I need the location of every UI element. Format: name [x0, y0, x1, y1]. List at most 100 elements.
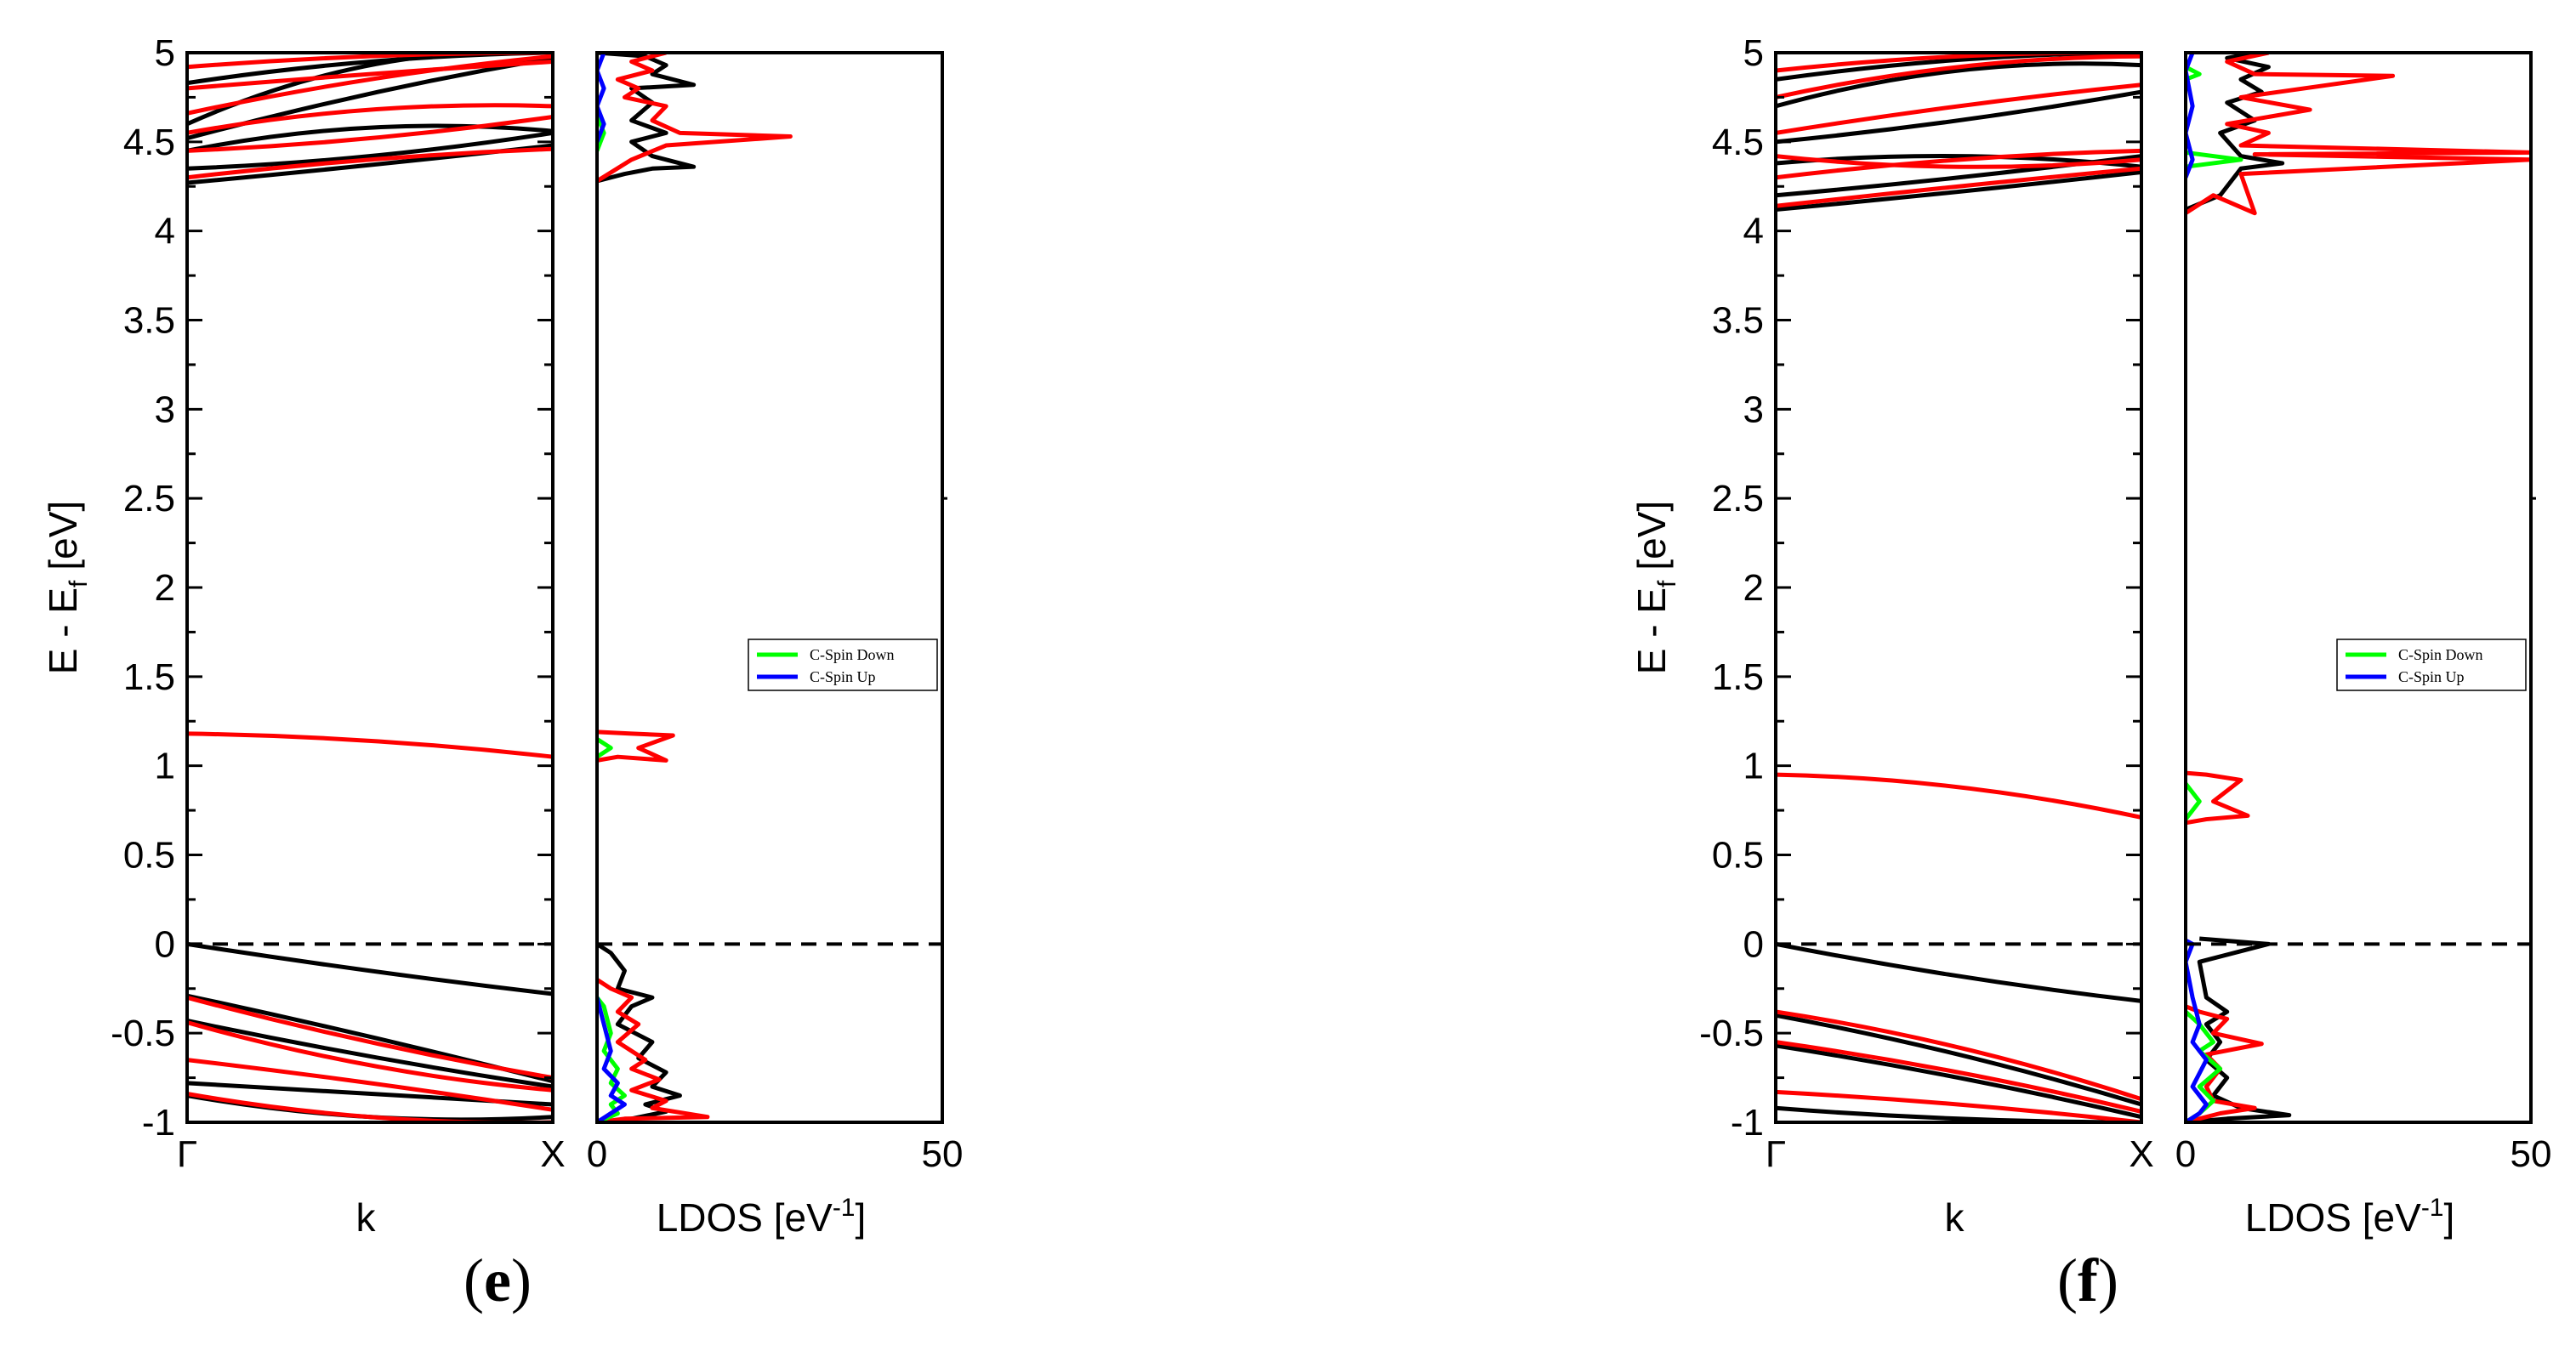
- y-tick-label: 4: [1743, 211, 1764, 253]
- legend-label: C-Spin Down: [2398, 646, 2483, 663]
- x-tick-label: Γ: [1766, 1133, 1786, 1175]
- ldos-x-tick-label: 0: [587, 1133, 607, 1175]
- spin-down-bands-line: [1776, 148, 2141, 180]
- spin-up-bands-line: [1776, 1013, 2141, 1107]
- y-axis-title-main: E - E: [1629, 588, 1674, 674]
- spin-down-bands-line: [187, 59, 553, 91]
- ldos-x-axis: 0 50 LDOS [eV-1]: [2175, 1133, 2552, 1240]
- ldos-plot: 0 50 LDOS [eV-1] C-Spin Down C-Spin Up: [2175, 51, 2552, 1240]
- spin-down-bands-line: [1776, 53, 2141, 73]
- y-tick-label: -1: [142, 1102, 175, 1144]
- y-tick-label: 0: [155, 923, 175, 965]
- spin-down-bands-line: [1776, 1040, 2141, 1114]
- spin-down-bands-line: [1776, 1089, 2141, 1122]
- ldos-x-axis-title: LDOS [eV-1]: [657, 1194, 867, 1240]
- band-curves: [1776, 53, 2141, 1122]
- spin-down-bands-line: [187, 1058, 553, 1112]
- panel-label-close: ): [511, 1246, 532, 1314]
- panel-label: (f): [2057, 1246, 2118, 1314]
- spin-up-bands-line: [187, 123, 553, 153]
- y-axis: -1 -0.5 0 0.5 1 1.5 2 2.5 3 3.5 4 4.5 5: [1699, 32, 2141, 1144]
- spin-up-bands-line: [1776, 61, 2141, 109]
- spin-down-bands-line: [1776, 772, 2141, 820]
- x-tick-label: Γ: [177, 1133, 197, 1175]
- spin-down-bands-line: [187, 54, 553, 116]
- y-tick-label: 4.5: [1712, 122, 1764, 163]
- spin-down-bands-line: [187, 103, 553, 135]
- y-axis-title-unit: [eV]: [41, 501, 85, 570]
- ldos-x-tick-label: 50: [2511, 1133, 2552, 1175]
- y-tick-label: 3.5: [1712, 300, 1764, 342]
- panel-label-close: ): [2098, 1246, 2118, 1314]
- y-tick-label: 5: [1743, 32, 1764, 74]
- y-tick-label: 5: [155, 32, 175, 74]
- y-tick-label: 0.5: [1712, 835, 1764, 877]
- y-tick-label: 2.5: [1712, 478, 1764, 519]
- legend-box: [2336, 639, 2527, 691]
- total-spin-down-line: [597, 53, 793, 1122]
- y-axis: -1 -0.5 0 0.5 1 1.5 2 2.5 3 3.5 4 4.5 5: [111, 32, 553, 1144]
- ldos-x-axis: 0 50 LDOS [eV-1]: [587, 1133, 964, 1240]
- band-structure-plot: -1 -0.5 0 0.5 1 1.5 2 2.5 3 3.5 4 4.5 5 E - Ef [eV] Γ Xk: [1629, 32, 2154, 1240]
- y-tick-label: 4: [155, 211, 175, 253]
- y-axis-title: E - Ef [eV]: [1629, 501, 1681, 674]
- ldos-x-title-end: ]: [2444, 1195, 2455, 1240]
- c-spin-down-line: [2186, 65, 2243, 1122]
- y-tick-label: -1: [1731, 1102, 1764, 1144]
- y-axis-title-sub: f: [65, 580, 93, 588]
- ldos-x-title-sup: -1: [2421, 1194, 2444, 1222]
- panel-label-open: (: [2057, 1246, 2078, 1314]
- y-tick-label: -0.5: [111, 1013, 175, 1054]
- spin-down-bands-line: [1776, 82, 2141, 135]
- ldos-legend: C-Spin Down C-Spin Up: [748, 639, 938, 691]
- spin-down-bands-line: [187, 1091, 553, 1122]
- y-tick-label: 1.5: [123, 656, 175, 698]
- spin-up-bands-line: [1776, 941, 2141, 1003]
- spin-down-bands-line: [187, 731, 553, 759]
- y-tick-label: -0.5: [1699, 1013, 1764, 1054]
- spin-down-bands-line: [187, 146, 553, 180]
- legend-label: C-Spin Up: [810, 668, 876, 685]
- panel-f: -1-0.500.511.522.533.544.55E - Ef[eV]Γ Xk…: [1629, 32, 2551, 1314]
- band-structure-plot: -1 -0.5 0 0.5 1 1.5 2 2.5 3 3.5 4 4.5 5 E - Ef [eV] Γ Xk: [41, 32, 566, 1240]
- spin-down-bands-line: [1776, 54, 2141, 99]
- spin-down-bands-line: [1776, 154, 2141, 169]
- y-tick-label: 2: [1743, 567, 1764, 609]
- spin-down-bands-line: [187, 115, 553, 153]
- panel-label-letter: e: [484, 1246, 511, 1314]
- y-tick-label: 2: [155, 567, 175, 609]
- spin-down-bands-line: [1776, 166, 2141, 208]
- ldos-x-tick-label: 50: [922, 1133, 964, 1175]
- legend-box: [748, 639, 938, 691]
- panel-label-open: (: [463, 1246, 484, 1314]
- legend-label: C-Spin Down: [810, 646, 895, 663]
- x-axis: Γ Xk: [1766, 1133, 2154, 1240]
- spin-down-bands-line: [187, 1020, 553, 1093]
- x-axis-title: k: [356, 1195, 377, 1240]
- y-tick-label: 3.5: [123, 300, 175, 342]
- spin-up-bands-line: [1776, 169, 2141, 212]
- y-tick-label: 4.5: [123, 122, 175, 163]
- panel-e: -1 -0.5 0 0.5 1 1.5 2 2.5 3 3.5 4 4.5 5 E - Ef [eV] Γ Xk…: [41, 32, 963, 1314]
- spin-up-bands-line: [1776, 1043, 2141, 1120]
- ldos-x-title-main: LDOS [eV: [657, 1195, 833, 1240]
- spin-down-bands-line: [187, 995, 553, 1081]
- y-tick-label: 1.5: [1712, 656, 1764, 698]
- y-tick-label: 0: [1743, 923, 1764, 965]
- ldos-x-title-end: ]: [856, 1195, 867, 1240]
- spin-down-bands-line: [1776, 1009, 2141, 1102]
- y-tick-label: 0.5: [123, 835, 175, 877]
- x-axis: Γ Xk: [177, 1133, 566, 1240]
- x-tick-label: X: [540, 1133, 565, 1175]
- y-axis-title: E - Ef [eV]: [41, 501, 93, 674]
- panel-label: (e): [463, 1246, 532, 1314]
- x-axis-title: k: [1945, 1195, 1965, 1240]
- ldos-frame: [2184, 51, 2533, 1124]
- ldos-x-tick-label: 0: [2175, 1133, 2196, 1175]
- spin-up-bands-line: [187, 1019, 553, 1089]
- spin-up-bands-line: [1776, 89, 2141, 145]
- y-tick-label: 2.5: [123, 478, 175, 519]
- ldos-frame: [595, 51, 944, 1124]
- y-tick-label: 1: [155, 746, 175, 787]
